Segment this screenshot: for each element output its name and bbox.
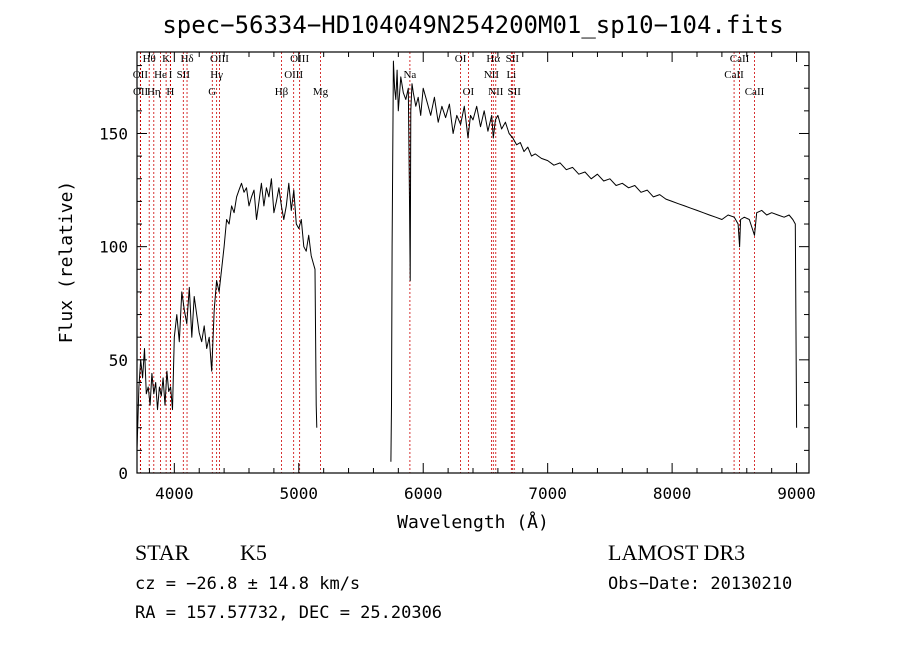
line-marker-label-9: Hδ	[180, 53, 193, 65]
line-marker-label-0: Hθ	[143, 53, 156, 65]
line-marker-label-13: Hβ	[275, 86, 289, 98]
line-marker-label-21: NII	[484, 69, 500, 81]
coordinates: RA = 157.57732, DEC = 25.20306	[135, 603, 443, 623]
object-class: STAR	[135, 540, 190, 565]
line-marker-label-26: CaII	[730, 53, 750, 65]
line-marker-label-18: OI	[455, 53, 467, 65]
line-marker-label-14: OIII	[284, 69, 303, 81]
x-axis: 4000 5000 6000 7000 8000 9000	[148, 52, 816, 503]
line-marker-label-4: K	[162, 53, 170, 65]
line-marker-label-23: SII	[506, 53, 520, 65]
flux-series	[136, 60, 798, 462]
x-tick-label-7000: 7000	[528, 484, 567, 503]
line-marker-label-10: OIII	[210, 53, 229, 65]
line-marker-label-12: G	[208, 86, 216, 98]
line-marker-label-17: Na	[403, 69, 416, 81]
flux-segment-0-1	[390, 60, 798, 462]
line-marker-label-27: CaII	[724, 69, 744, 81]
line-marker-label-7: I	[169, 69, 173, 81]
plot-frame	[136, 51, 810, 474]
line-marker-label-15: OIII	[290, 53, 309, 65]
x-tick-label-4000: 4000	[155, 484, 194, 503]
y-axis: 0 50 100 150	[99, 65, 809, 483]
line-marker-label-28: CaII	[745, 86, 765, 98]
flux-segment-0-0	[136, 178, 318, 451]
line-marker-label-5: Hη	[147, 86, 161, 98]
line-marker-label-6: H	[166, 86, 174, 98]
line-marker-label-8: SII	[177, 69, 191, 81]
spectral-line-markers	[139, 52, 755, 473]
line-marker-label-3: He	[154, 69, 167, 81]
line-marker-label-22: NII	[488, 86, 504, 98]
x-tick-label-9000: 9000	[777, 484, 816, 503]
line-marker-label-25: SII	[507, 86, 521, 98]
observation-date: Obs−Date: 20130210	[608, 574, 793, 594]
y-tick-label-100: 100	[99, 238, 128, 257]
x-axis-label: Wavelength (Å)	[397, 511, 549, 533]
line-marker-label-11: Hγ	[210, 69, 223, 81]
line-marker-label-1: OII	[133, 69, 149, 81]
line-marker-label-16: Mg	[313, 86, 329, 98]
line-marker-label-19: OI	[463, 86, 475, 98]
y-tick-label-50: 50	[109, 351, 128, 370]
x-tick-label-8000: 8000	[653, 484, 692, 503]
y-axis-label: Flux (relative)	[56, 181, 77, 344]
line-marker-label-20: Hα	[486, 53, 500, 65]
line-marker-label-24: Li	[506, 69, 516, 81]
y-tick-label-150: 150	[99, 124, 128, 143]
y-tick-label-0: 0	[118, 464, 128, 483]
redshift-velocity: cz = −26.8 ± 14.8 km/s	[135, 574, 361, 594]
survey-name: LAMOST DR3	[608, 540, 746, 565]
chart-title: spec−56334−HD104049N254200M01_sp10−104.f…	[162, 11, 783, 39]
x-tick-label-6000: 6000	[404, 484, 443, 503]
spectral-subclass: K5	[240, 540, 267, 565]
x-tick-label-5000: 5000	[280, 484, 319, 503]
